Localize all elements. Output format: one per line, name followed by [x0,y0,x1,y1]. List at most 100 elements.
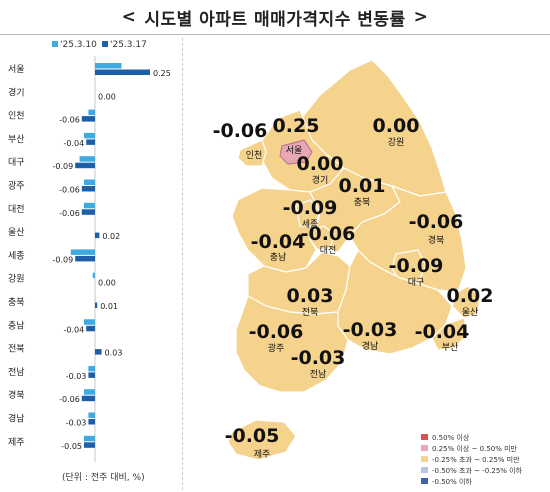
bar-prev [88,412,95,418]
panel-divider [182,38,183,490]
region-value-busan: -0.04 [415,321,470,343]
bar-prev [92,272,95,279]
data-label: 0.01 [100,302,118,311]
bar-prev [84,319,95,325]
region-name-sejong: 세종 [302,219,319,230]
bar-prev [95,63,122,69]
category-label: 대전 [8,204,25,215]
region-value-chungbuk: 0.01 [339,175,386,197]
region-name-busan: 부산 [442,342,459,353]
region-ulsan [451,285,481,319]
category-label: 대구 [8,157,25,168]
region-incheon [237,139,267,167]
unit-note: (단위 : 전주 대비, %) [62,473,145,483]
map-legend-label: -0.50% 이하 [432,477,472,486]
region-value-jeonnam: -0.03 [291,347,346,369]
region-name-gyeongbuk: 경북 [428,234,445,246]
region-chungnam [231,187,321,273]
region-jeju [227,419,297,461]
region-value-sejong: -0.09 [283,197,338,219]
bar-curr [95,302,98,308]
title-divider [0,34,550,35]
title-bar: < 시도별 아파트 매매가격지수 변동률 > [0,0,550,34]
bar-curr [86,139,95,145]
region-value-gwangju: -0.06 [249,321,304,343]
map-legend-swatch [421,456,428,462]
data-label: -0.05 [61,442,82,451]
bar-prev [88,109,95,116]
legend-swatch-curr [102,41,108,47]
category-label: 충북 [8,297,25,308]
bar-curr [81,116,95,122]
data-label: 0.00 [98,279,116,288]
region-name-jeonbuk: 전북 [302,307,319,318]
region-daegu [391,249,427,283]
category-label: 인천 [8,111,25,122]
bar-prev [84,435,95,442]
category-label: 경북 [8,389,25,401]
region-gwangju [265,333,291,357]
map-legend-swatch [421,445,428,451]
region-name-incheon: 인천 [246,150,263,161]
category-label: 강원 [8,274,25,285]
bar-curr [81,395,95,402]
region-value-gyeongbuk: -0.06 [409,211,464,233]
data-label: 0.00 [98,92,116,101]
map-legend-swatch [421,434,428,440]
data-label: -0.06 [59,209,80,218]
category-label: 전북 [8,344,25,355]
bar-curr [88,372,95,378]
bar-curr [95,69,150,75]
bar-curr [84,442,95,448]
bar-curr [95,232,100,239]
region-name-seoul: 서울 [286,145,303,156]
map-legend-label: 0.25% 이상 ~ 0.50% 미만 [432,444,518,453]
region-name-chungbuk: 충북 [354,197,371,208]
bar-curr [81,209,95,215]
map-legend-swatch [421,467,428,473]
category-label: 충남 [8,320,25,331]
region-value-daejeon: -0.06 [301,223,356,245]
bar-prev [70,249,95,255]
bar-prev [84,179,95,185]
bar-curr [75,162,95,169]
region-name-gyeonggi: 경기 [312,174,329,186]
bar-curr [81,186,95,192]
category-label: 울산 [8,227,25,238]
category-label: 경남 [8,413,25,425]
region-gyeonggi [261,109,345,193]
region-jeonbuk [247,251,351,315]
bar-curr [75,255,95,262]
region-name-jeju: 제주 [254,449,271,460]
category-label: 세종 [8,250,25,261]
region-jeonnam [235,295,349,393]
bar-prev [84,202,95,209]
region-name-ulsan: 울산 [462,307,479,318]
region-name-jeonnam: 전남 [310,369,327,380]
bar-prev [88,365,95,372]
page-title: 시도별 아파트 매매가격지수 변동률 [144,9,406,30]
data-label: 0.02 [102,232,120,241]
category-label: 제주 [8,437,25,448]
region-busan [431,317,469,351]
data-label: -0.03 [66,419,87,428]
bar-curr [88,419,95,425]
bar-prev [84,132,95,139]
category-label: 경기 [8,86,25,98]
category-label: 부산 [8,134,25,145]
region-name-chungnam: 충남 [270,252,287,263]
legend-swatch-prev [52,41,58,47]
map-legend-swatch [421,478,428,484]
region-value-gangwon: 0.00 [373,115,420,137]
data-label: -0.04 [63,325,84,334]
region-name-gangwon: 강원 [388,137,405,148]
region-name-daegu: 대구 [408,277,425,288]
data-label: 0.25 [153,69,171,78]
category-label: 전남 [8,367,25,378]
map-legend-label: 0.50% 이상 [432,433,470,442]
region-value-incheon: -0.06 [213,120,268,142]
title-right-arrow: > [413,7,429,27]
data-label: -0.03 [66,372,87,381]
bar-prev [79,156,95,162]
region-sejong [295,199,321,227]
